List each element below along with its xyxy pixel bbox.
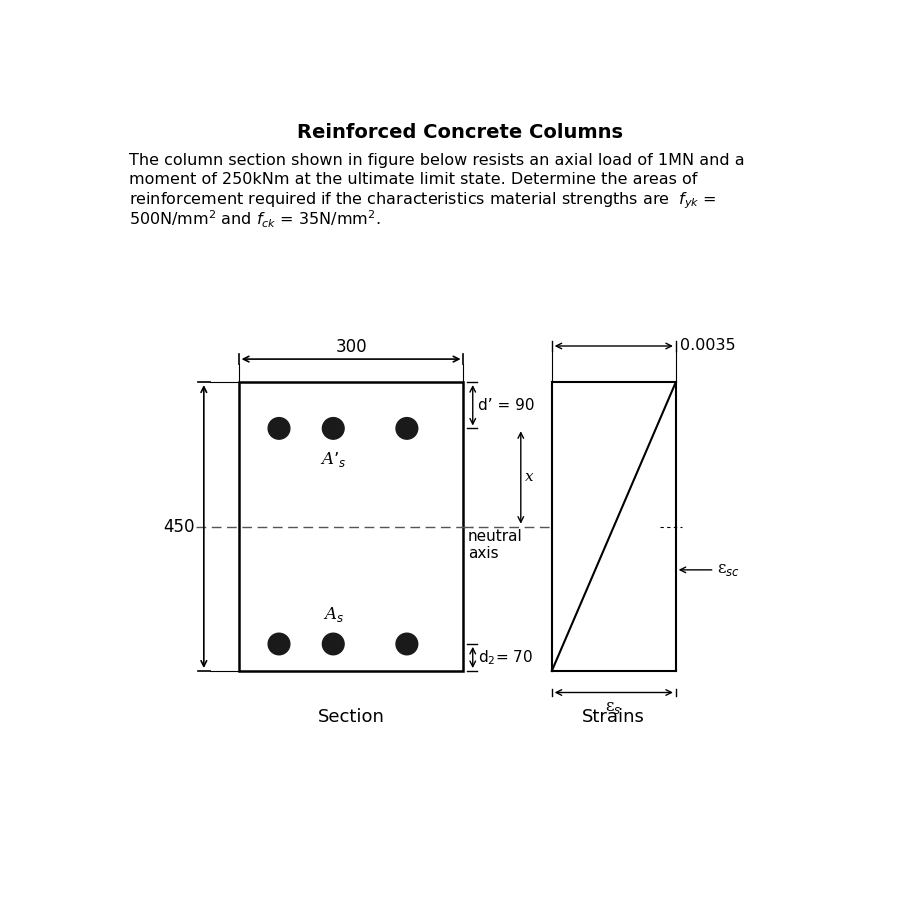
Text: Section: Section bbox=[317, 707, 385, 726]
Text: Strains: Strains bbox=[583, 707, 645, 726]
Text: reinforcement required if the characteristics material strengths are  $f_{yk}$ =: reinforcement required if the characteri… bbox=[129, 190, 717, 211]
Text: x: x bbox=[525, 471, 533, 484]
Text: moment of 250kNm at the ultimate limit state. Determine the areas of: moment of 250kNm at the ultimate limit s… bbox=[129, 172, 698, 187]
Text: 300: 300 bbox=[335, 338, 367, 356]
Circle shape bbox=[268, 633, 289, 655]
Circle shape bbox=[323, 633, 344, 655]
Text: d’ = 90: d’ = 90 bbox=[478, 398, 535, 413]
Circle shape bbox=[396, 633, 418, 655]
Text: 0.0035: 0.0035 bbox=[681, 338, 736, 354]
Text: ε$_{sc}$: ε$_{sc}$ bbox=[717, 561, 740, 579]
Circle shape bbox=[268, 417, 289, 439]
Circle shape bbox=[396, 417, 418, 439]
Text: A$_s$: A$_s$ bbox=[323, 606, 344, 625]
Text: The column section shown in figure below resists an axial load of 1MN and a: The column section shown in figure below… bbox=[129, 153, 745, 169]
Text: 450: 450 bbox=[163, 518, 194, 535]
Text: 500N/mm$^2$ and $f_{ck}$ = 35N/mm$^2$.: 500N/mm$^2$ and $f_{ck}$ = 35N/mm$^2$. bbox=[129, 209, 381, 230]
Text: d$_2$= 70: d$_2$= 70 bbox=[478, 649, 533, 667]
Text: Reinforced Concrete Columns: Reinforced Concrete Columns bbox=[298, 122, 623, 141]
Text: ε$_s$: ε$_s$ bbox=[606, 698, 622, 716]
Text: A’$_s$: A’$_s$ bbox=[320, 450, 346, 469]
Circle shape bbox=[323, 417, 344, 439]
Bar bbox=[239, 382, 464, 671]
Text: neutral
axis: neutral axis bbox=[468, 529, 523, 561]
